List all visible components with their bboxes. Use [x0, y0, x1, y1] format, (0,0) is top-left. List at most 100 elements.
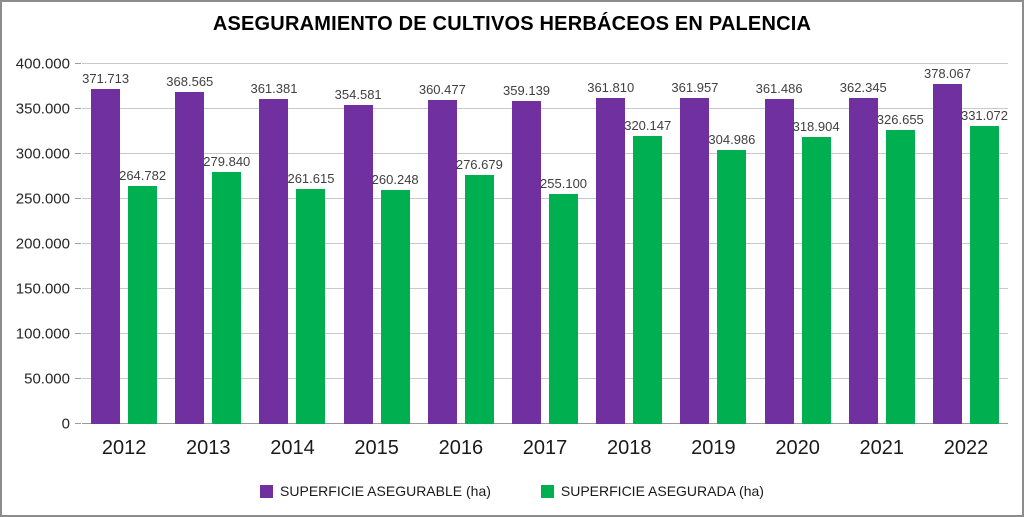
bar-asegurada-2022: 331.072: [961, 108, 1008, 424]
bar-asegurada-2015: 260.248: [372, 172, 419, 424]
bar-value-label-asegurada-2018: 320.147: [624, 117, 672, 133]
x-axis-label-2017: 2017: [522, 437, 568, 459]
bar-asegurable-2013: 368.565: [166, 74, 213, 424]
bar-group-2014: 361.381 261.615: [250, 64, 334, 424]
legend-label-asegurable: SUPERFICIE ASEGURABLE (ha): [280, 483, 491, 499]
bar-asegurada-2017: 255.100: [540, 176, 587, 424]
gridline: [82, 243, 1008, 244]
bar-asegurada-2020: 318.904: [793, 119, 840, 424]
legend-item-asegurada: SUPERFICIE ASEGURADA (ha): [540, 483, 764, 499]
legend-swatch-asegurable: [260, 484, 274, 498]
bar-value-label-asegurable-2013: 368.565: [166, 74, 214, 90]
bar-group-2019: 361.957 304.986: [671, 64, 755, 424]
bar-asegurada-2016: 276.679: [456, 157, 503, 424]
bar-value-label-asegurada-2021: 326.655: [876, 112, 924, 128]
bar-value-label-asegurable-2014: 361.381: [250, 80, 298, 96]
bar-value-label-asegurada-2022: 331.072: [960, 108, 1008, 124]
bar-asegurable-2021: 362.345: [840, 80, 887, 424]
gridline: [82, 378, 1008, 379]
y-axis-tick-label: 0: [61, 415, 70, 433]
bar-asegurable-2016: 360.477: [419, 82, 466, 424]
bar-asegurable-2019: 361.957: [671, 80, 718, 424]
bar-value-label-asegurada-2015: 260.248: [371, 171, 419, 187]
bar-group-2017: 359.139 255.100: [503, 64, 587, 424]
x-axis-label-2015: 2015: [354, 437, 399, 459]
bar-value-label-asegurable-2020: 361.486: [755, 80, 803, 96]
bar-group-2013: 368.565 279.840: [166, 64, 250, 424]
y-axis-tick-label: 250.000: [15, 190, 70, 208]
y-axis-tick: [75, 378, 81, 379]
x-axis: 2012 2013 2014 2015 2016 2017 2018 2019 2020 2021…: [82, 437, 1008, 460]
bar-value-label-asegurada-2014: 261.615: [287, 170, 335, 186]
y-axis-tick: [75, 153, 81, 154]
bar-asegurable-2014: 361.381: [250, 81, 297, 424]
y-axis-tick: [75, 333, 81, 334]
gridline: [82, 198, 1008, 199]
bar-asegurable-2017: 359.139: [503, 83, 550, 424]
bar-asegurable-2012: 371.713: [82, 71, 129, 424]
y-axis-tick-label: 100.000: [15, 325, 70, 343]
bar-value-label-asegurada-2012: 264.782: [119, 167, 167, 183]
gridline: [82, 153, 1008, 154]
y-axis-tick: [75, 288, 81, 289]
x-axis-label-2019: 2019: [691, 437, 736, 459]
bar-asegurada-2019: 304.986: [708, 132, 755, 424]
bar-asegurada-2012: 264.782: [119, 168, 166, 424]
x-axis-label-2012: 2012: [101, 437, 147, 459]
gridline: [82, 108, 1008, 109]
bar-value-label-asegurable-2022: 378.067: [923, 65, 971, 81]
legend-item-asegurable: SUPERFICIE ASEGURABLE (ha): [260, 483, 491, 499]
y-axis-tick: [75, 198, 81, 199]
bar-group-2015: 354.581 260.248: [335, 64, 419, 424]
legend-label-asegurada: SUPERFICIE ASEGURADA (ha): [560, 483, 764, 499]
y-axis-tick: [75, 63, 81, 64]
bar-asegurada-2014: 261.615: [287, 171, 334, 424]
bar-value-label-asegurada-2020: 318.904: [792, 119, 840, 134]
bar-value-label-asegurable-2012: 371.713: [82, 71, 130, 87]
bar-asegurable-2022: 378.067: [924, 66, 971, 424]
x-axis-line: [82, 423, 1008, 424]
y-axis-tick-label: 350.000: [15, 100, 70, 118]
bar-group-2020: 361.486 318.904: [756, 64, 840, 424]
bar-value-label-asegurada-2019: 304.986: [708, 131, 756, 147]
y-axis-tick-label: 50.000: [24, 370, 70, 388]
x-axis-label-2014: 2014: [270, 437, 315, 459]
bar-group-2012: 371.713 264.782: [82, 64, 166, 424]
bar-value-label-asegurada-2016: 276.679: [455, 157, 503, 172]
bar-group-2021: 362.345 326.655: [840, 64, 924, 424]
legend: SUPERFICIE ASEGURABLE (ha) SUPERFICIE ASE…: [2, 479, 1022, 503]
bar-asegurable-2015: 354.581: [335, 87, 382, 424]
bar-asegurada-2013: 279.840: [203, 154, 250, 424]
x-axis-label-2021: 2021: [859, 437, 905, 459]
bar-value-label-asegurable-2017: 359.139: [503, 82, 551, 98]
bar-asegurada-2018: 320.147: [624, 118, 671, 424]
gridline: [82, 288, 1008, 289]
bar-value-label-asegurable-2018: 361.810: [587, 80, 635, 96]
x-axis-label-2022: 2022: [943, 437, 989, 459]
y-axis-tick-label: 300.000: [15, 145, 70, 163]
y-axis-tick: [75, 423, 81, 424]
bar-value-label-asegurada-2017: 255.100: [540, 176, 588, 192]
y-axis-tick-label: 150.000: [15, 280, 70, 298]
bar-value-label-asegurable-2015: 354.581: [334, 86, 382, 102]
y-axis-tick-label: 400.000: [15, 55, 70, 73]
y-axis: 0 50.000 100.000 150.000 200.000 250.000 300.0…: [2, 56, 70, 433]
plot-area: 371.713 264.782 368.565 279.840 361.381 261.6…: [75, 63, 1008, 424]
bar-asegurable-2020: 361.486: [756, 81, 803, 424]
bar-group-2022: 378.067 331.072: [924, 64, 1008, 424]
gridline: [82, 63, 1008, 64]
bar-value-label-asegurable-2016: 360.477: [418, 81, 466, 97]
bar-value-label-asegurable-2021: 362.345: [839, 79, 887, 95]
x-axis-label-2018: 2018: [606, 437, 652, 459]
bar-asegurable-2018: 361.810: [587, 80, 634, 424]
x-axis-label-2016: 2016: [438, 437, 484, 459]
x-axis-label-2013: 2013: [186, 437, 231, 459]
bar-group-2018: 361.810 320.147: [587, 64, 671, 424]
chart-title: ASEGURAMIENTO DE CULTIVOS HERBÁCEOS EN P…: [212, 13, 812, 35]
gridline: [82, 333, 1008, 334]
bar-asegurada-2021: 326.655: [877, 112, 924, 424]
x-axis-label-2020: 2020: [775, 437, 820, 459]
y-axis-tick: [75, 108, 81, 109]
y-axis-tick-label: 200.000: [15, 235, 70, 253]
